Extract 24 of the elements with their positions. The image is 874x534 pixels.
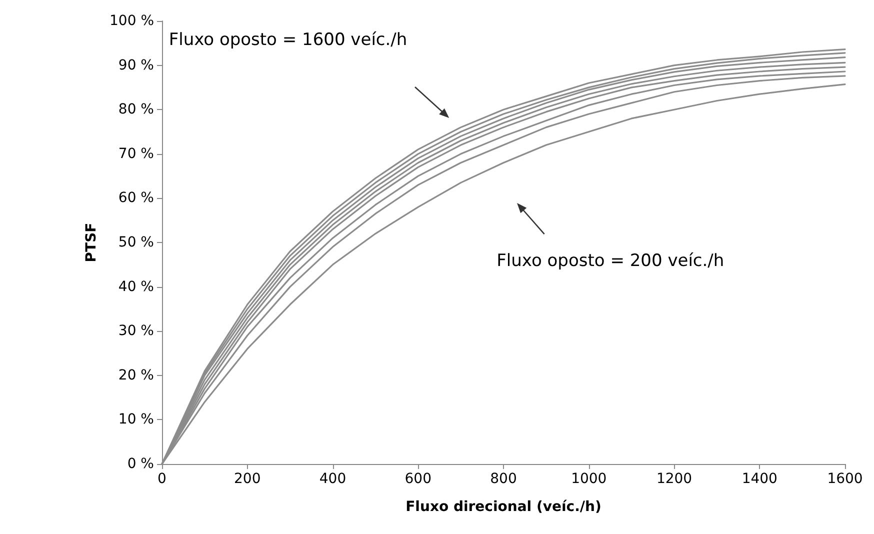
- x-tick-label: 1600: [827, 471, 863, 487]
- y-tick-label: 40 %: [118, 278, 154, 295]
- x-tick-label: 1000: [571, 471, 607, 487]
- y-tick-label: 10 %: [118, 412, 154, 428]
- y-tick-label: 80 %: [118, 102, 154, 118]
- y-tick-label: 0 %: [127, 456, 154, 472]
- annotation: Fluxo oposto = 200 veíc./h: [496, 251, 724, 272]
- x-tick-label: 800: [490, 471, 517, 487]
- y-tick-label: 60 %: [118, 190, 154, 206]
- y-tick-label: 90 %: [118, 57, 154, 74]
- x-tick-label: 600: [404, 471, 432, 487]
- y-tick-label: 20 %: [118, 367, 154, 384]
- annotation: Fluxo oposto = 1600 veíc./h: [168, 30, 408, 50]
- y-tick-label: 100 %: [110, 13, 154, 29]
- x-tick-label: 200: [234, 471, 261, 487]
- x-axis-title: Fluxo direcional (veíc./h): [406, 499, 602, 515]
- y-tick-label: 30 %: [118, 323, 154, 340]
- y-axis-title: PTSF: [84, 222, 100, 262]
- x-tick-label: 1200: [656, 471, 692, 487]
- y-tick-label: 70 %: [118, 146, 154, 162]
- x-tick-label: 0: [158, 471, 166, 487]
- y-tick-label: 50 %: [118, 234, 154, 250]
- x-tick-label: 1400: [742, 471, 778, 487]
- x-tick-label: 400: [319, 471, 346, 487]
